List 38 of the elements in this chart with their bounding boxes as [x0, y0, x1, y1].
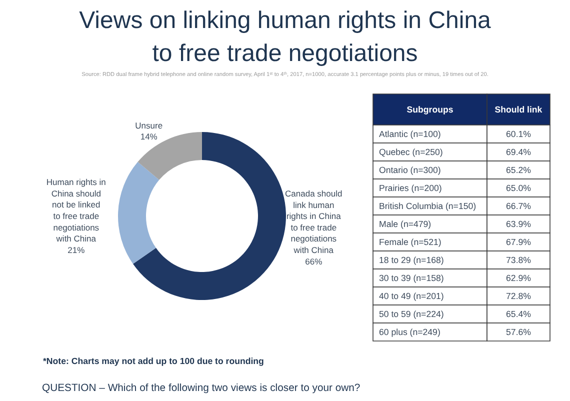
data-label: 73.8%	[506, 255, 532, 265]
slice-label: Unsure	[135, 120, 163, 130]
category-label: 18 to 29 (n=168)	[379, 255, 444, 265]
data-label: 65.0%	[506, 183, 532, 193]
slice-label: Human rights in China should not be linked to free trade negotiations with China	[46, 177, 106, 244]
donut-slice	[132, 132, 286, 300]
data-label: 66%	[305, 256, 323, 266]
category-label: 30 to 39 (n=158)	[379, 273, 444, 283]
text: Should link	[494, 104, 542, 114]
category-label: 40 to 49 (n=201)	[379, 291, 444, 301]
data-label: 14%	[140, 132, 158, 142]
donut-slice	[138, 132, 202, 180]
category-label: Quebec (n=250)	[379, 147, 443, 157]
data-label: 62.9%	[506, 273, 532, 283]
data-label: 57.6%	[506, 327, 532, 337]
text: Subgroups	[406, 104, 454, 114]
category-label: British Columbia (n=150)	[379, 201, 476, 211]
category-label: Ontario (n=300)	[379, 165, 441, 175]
category-label: Male (n=479)	[379, 219, 432, 229]
data-label: 67.9%	[506, 237, 532, 247]
donut-slice	[118, 162, 160, 264]
category-label: 50 to 59 (n=224)	[379, 309, 444, 319]
slice-label: Canada should link human rights in China to free trade negotiations with China	[285, 188, 342, 255]
category-label: 60 plus (n=249)	[379, 327, 440, 337]
category-label: Female (n=521)	[379, 237, 442, 247]
data-label: 65.4%	[506, 309, 532, 319]
data-label: 60.1%	[506, 129, 532, 139]
category-label: Prairies (n=200)	[379, 183, 442, 193]
data-label: 69.4%	[506, 147, 532, 157]
data-label: 72.8%	[506, 291, 532, 301]
category-label: Atlantic (n=100)	[379, 129, 441, 139]
data-label: 66.7%	[506, 201, 532, 211]
data-label: 65.2%	[506, 165, 532, 175]
text: QUESTION – Which of the following two views is closer to your own?	[42, 383, 360, 394]
data-label: 63.9%	[506, 219, 532, 229]
data-label: 21%	[68, 244, 86, 255]
chart-title: Views on linking human rights in China to free trade negotiations	[79, 7, 492, 67]
text: *Note: Charts may not add up to 100 due to rounding	[43, 356, 264, 366]
